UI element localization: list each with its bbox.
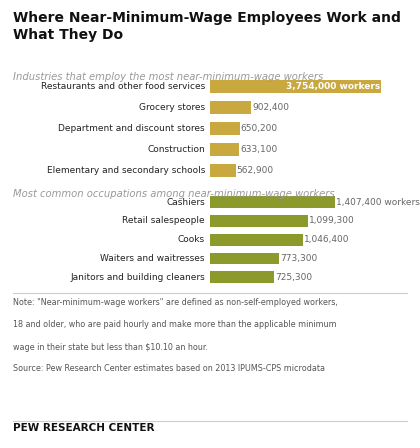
Bar [210, 80, 381, 93]
Text: Where Near-Minimum-Wage Employees Work and
What They Do: Where Near-Minimum-Wage Employees Work a… [13, 11, 401, 42]
Text: Cooks: Cooks [178, 235, 205, 244]
Text: Cashiers: Cashiers [166, 198, 205, 207]
Text: PEW RESEARCH CENTER: PEW RESEARCH CENTER [13, 423, 154, 433]
Text: 1,099,300: 1,099,300 [309, 216, 354, 225]
Text: 902,400: 902,400 [252, 103, 289, 112]
Text: 725,300: 725,300 [276, 273, 313, 282]
Bar [210, 143, 239, 156]
Text: Grocery stores: Grocery stores [139, 103, 205, 112]
Text: 650,200: 650,200 [241, 124, 278, 134]
Text: 18 and older, who are paid hourly and make more than the applicable minimum: 18 and older, who are paid hourly and ma… [13, 320, 336, 329]
Bar [210, 215, 307, 227]
Text: 1,046,400: 1,046,400 [304, 235, 350, 244]
Bar [210, 164, 236, 177]
Text: 633,100: 633,100 [240, 145, 277, 155]
Text: wage in their state but less than $10.10 an hour.: wage in their state but less than $10.10… [13, 343, 207, 352]
Text: Retail salespeople: Retail salespeople [122, 216, 205, 225]
Text: 1,407,400 workers: 1,407,400 workers [336, 198, 420, 207]
Text: Janitors and building cleaners: Janitors and building cleaners [70, 273, 205, 282]
Bar [210, 196, 335, 208]
Text: 3,754,000 workers: 3,754,000 workers [286, 82, 380, 91]
Bar [210, 122, 239, 135]
Bar [210, 101, 251, 114]
Text: Construction: Construction [147, 145, 205, 155]
Text: Source: Pew Research Center estimates based on 2013 IPUMS-CPS microdata: Source: Pew Research Center estimates ba… [13, 364, 325, 373]
Text: Most common occupations among near-minimum-wage workers: Most common occupations among near-minim… [13, 189, 334, 199]
Text: Industries that employ the most near-minimum-wage workers: Industries that employ the most near-min… [13, 72, 323, 82]
Text: Restaurants and other food services: Restaurants and other food services [41, 82, 205, 91]
Text: Department and discount stores: Department and discount stores [58, 124, 205, 134]
Bar [210, 234, 303, 246]
Text: 562,900: 562,900 [237, 166, 274, 176]
Text: Elementary and secondary schools: Elementary and secondary schools [47, 166, 205, 176]
Bar [210, 271, 274, 283]
Text: 773,300: 773,300 [280, 254, 317, 263]
Bar [210, 253, 278, 264]
Text: Note: "Near-minimum-wage workers" are defined as non-self-employed workers,: Note: "Near-minimum-wage workers" are de… [13, 298, 337, 307]
Text: Waiters and waitresses: Waiters and waitresses [100, 254, 205, 263]
